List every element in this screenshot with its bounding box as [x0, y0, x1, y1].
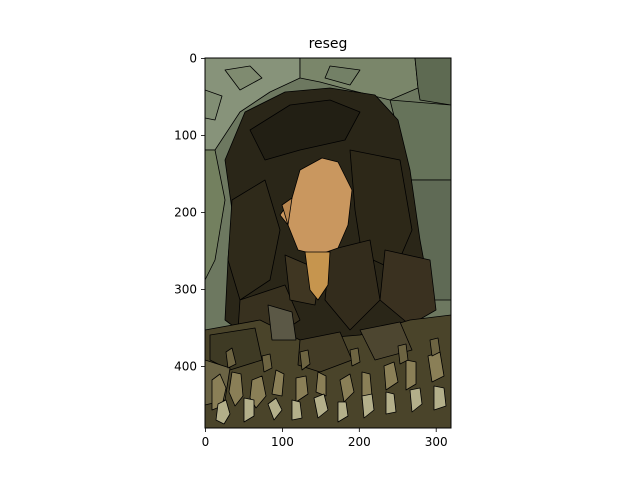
y-tick-label: 100 [174, 129, 197, 143]
x-tick-label: 200 [348, 435, 371, 449]
plot-title: reseg [309, 36, 348, 52]
x-tick-label: 100 [271, 435, 294, 449]
y-tick-label: 200 [174, 206, 197, 220]
y-tick-label: 300 [174, 283, 197, 297]
x-axis [205, 428, 437, 432]
y-tick-label: 400 [174, 360, 197, 374]
y-tick-label: 0 [189, 52, 197, 66]
x-tick-label: 0 [202, 435, 210, 449]
x-tick-label: 300 [425, 435, 448, 449]
y-axis [201, 58, 205, 367]
segmentation-image [204, 57, 452, 429]
